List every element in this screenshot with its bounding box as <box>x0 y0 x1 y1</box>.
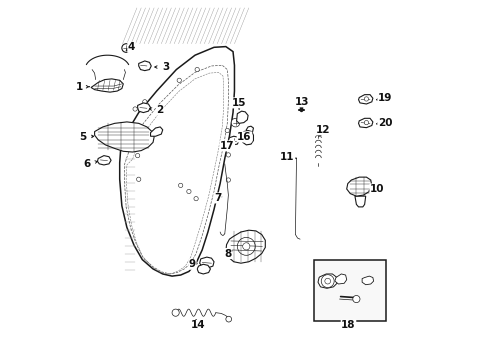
Polygon shape <box>139 61 151 71</box>
Text: 19: 19 <box>376 93 391 103</box>
Circle shape <box>186 189 191 194</box>
Text: 7: 7 <box>213 193 222 203</box>
Text: 8: 8 <box>224 248 232 258</box>
Polygon shape <box>137 103 150 113</box>
Circle shape <box>226 153 230 157</box>
Circle shape <box>134 131 138 135</box>
Text: 13: 13 <box>294 97 308 109</box>
Circle shape <box>172 309 179 316</box>
Polygon shape <box>197 264 210 274</box>
Circle shape <box>195 67 199 72</box>
Polygon shape <box>354 196 365 207</box>
Text: 6: 6 <box>83 159 97 169</box>
Circle shape <box>231 118 239 127</box>
Polygon shape <box>228 136 239 145</box>
Circle shape <box>242 243 249 250</box>
Circle shape <box>178 183 183 188</box>
Circle shape <box>364 97 368 101</box>
Text: 18: 18 <box>341 320 355 330</box>
Circle shape <box>225 316 231 322</box>
Polygon shape <box>241 131 253 145</box>
Text: 3: 3 <box>155 62 169 72</box>
Circle shape <box>352 296 359 303</box>
Polygon shape <box>97 156 111 165</box>
Circle shape <box>321 275 333 288</box>
Text: 14: 14 <box>190 320 205 330</box>
Circle shape <box>194 197 198 201</box>
Text: 15: 15 <box>231 98 246 109</box>
Text: 5: 5 <box>79 132 94 142</box>
Circle shape <box>135 153 140 158</box>
Polygon shape <box>346 177 371 196</box>
Text: 20: 20 <box>376 118 391 128</box>
Circle shape <box>142 100 147 104</box>
Text: 17: 17 <box>220 141 234 151</box>
Bar <box>314 260 386 320</box>
Polygon shape <box>91 79 123 92</box>
Polygon shape <box>236 111 247 123</box>
Text: 10: 10 <box>368 184 384 194</box>
Text: 16: 16 <box>237 132 251 142</box>
Circle shape <box>224 129 229 133</box>
Polygon shape <box>246 126 253 134</box>
Text: 12: 12 <box>316 125 330 136</box>
Circle shape <box>122 44 130 52</box>
Polygon shape <box>150 127 163 136</box>
Circle shape <box>133 107 137 111</box>
Circle shape <box>226 178 230 182</box>
Polygon shape <box>358 95 372 104</box>
Text: 11: 11 <box>280 152 295 162</box>
Text: 4: 4 <box>126 42 135 52</box>
Polygon shape <box>317 274 336 288</box>
Circle shape <box>136 177 141 181</box>
Polygon shape <box>358 118 372 128</box>
Polygon shape <box>120 46 234 276</box>
Text: 9: 9 <box>188 259 197 269</box>
Circle shape <box>324 278 330 284</box>
Circle shape <box>177 78 181 82</box>
Polygon shape <box>334 274 346 284</box>
Polygon shape <box>362 276 373 285</box>
Polygon shape <box>225 230 265 263</box>
Text: 2: 2 <box>149 105 163 115</box>
Circle shape <box>364 121 368 125</box>
Polygon shape <box>199 257 214 268</box>
Text: 1: 1 <box>76 82 89 92</box>
Circle shape <box>237 237 255 255</box>
Polygon shape <box>94 122 154 152</box>
Circle shape <box>244 135 250 140</box>
